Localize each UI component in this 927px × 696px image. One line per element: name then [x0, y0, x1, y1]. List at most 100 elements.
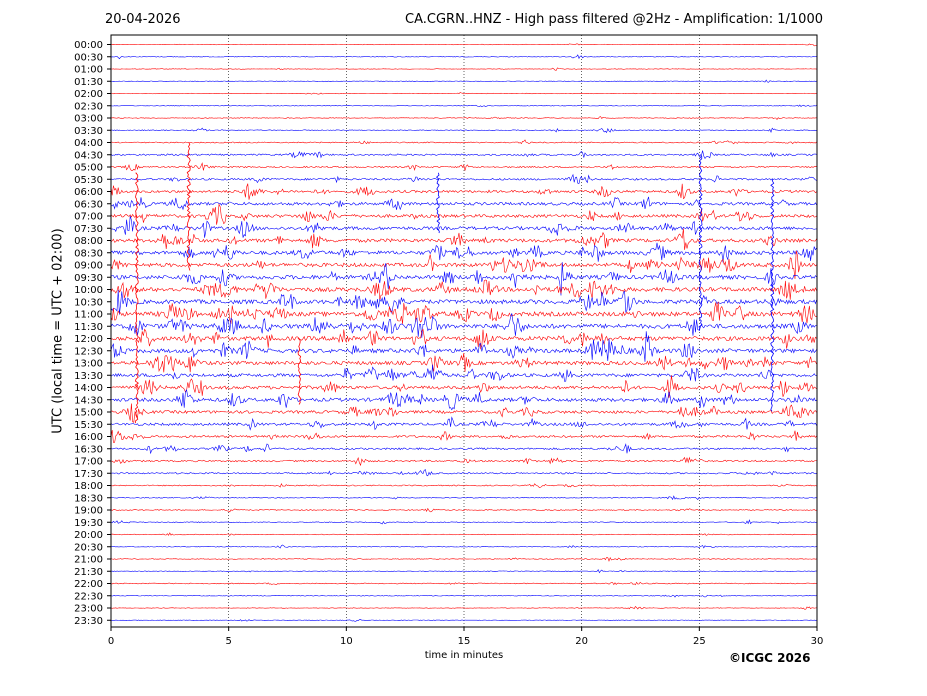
y-tick-label: 07:30 [74, 224, 103, 235]
y-tick-label: 15:30 [74, 420, 103, 431]
y-tick-label: 21:00 [74, 555, 103, 566]
trace-0030 [110, 54, 817, 60]
trace-0200 [110, 92, 817, 95]
trace-0700 [110, 203, 817, 225]
grid-lines [228, 35, 700, 627]
date-label: 20-04-2026 [105, 12, 181, 27]
trace-1900 [110, 507, 817, 513]
trace-0530 [110, 173, 817, 184]
y-tick-label: 03:00 [74, 114, 103, 125]
y-tick-label: 19:30 [74, 518, 103, 529]
traces-group [110, 43, 817, 622]
trace-1830 [110, 495, 817, 501]
y-tick-label: 18:00 [74, 481, 103, 492]
y-tick-label: 22:00 [74, 579, 103, 590]
trace-0600 [110, 183, 817, 200]
x-tick-label: 30 [811, 636, 824, 647]
trace-1230 [110, 331, 817, 362]
seismic-spike [770, 178, 775, 412]
trace-1500 [110, 403, 817, 423]
trace-0500 [110, 162, 817, 172]
x-ticks: 0 5 10 15 20 25 30 [108, 627, 824, 647]
trace-2200 [110, 581, 817, 586]
y-tick-label: 06:00 [74, 187, 103, 198]
trace-1330 [110, 364, 817, 382]
y-tick-label: 23:00 [74, 604, 103, 615]
y-tick-label: 02:30 [74, 101, 103, 112]
trace-0400 [110, 139, 817, 145]
trace-1000 [110, 279, 817, 301]
copyright-label: ©ICGC 2026 [729, 651, 811, 665]
x-axis-label: time in minutes [424, 650, 504, 661]
y-tick-label: 04:00 [74, 138, 103, 149]
trace-1930 [110, 519, 817, 525]
trace-2300 [110, 606, 817, 610]
y-tick-label: 09:30 [74, 273, 103, 284]
seismic-spike [297, 338, 302, 405]
y-tick-label: 17:30 [74, 469, 103, 480]
trace-2030 [110, 544, 817, 549]
trace-0930 [110, 262, 817, 296]
y-tick-label: 04:30 [74, 150, 103, 161]
seismic-spike [435, 172, 441, 234]
y-tick-label: 13:00 [74, 359, 103, 370]
trace-1430 [110, 388, 817, 411]
trace-1730 [110, 469, 817, 477]
y-tick-label: 12:00 [74, 334, 103, 345]
trace-1400 [110, 375, 817, 399]
y-tick-label: 15:00 [74, 408, 103, 419]
y-tick-label: 00:30 [74, 52, 103, 63]
trace-2100 [110, 556, 817, 562]
x-tick-label: 20 [575, 636, 588, 647]
y-tick-label: 13:30 [74, 371, 103, 382]
trace-1630 [110, 443, 817, 455]
y-tick-label: 16:30 [74, 444, 103, 455]
trace-1130 [110, 313, 817, 338]
trace-1300 [110, 352, 817, 373]
y-tick-label: 07:00 [74, 212, 103, 223]
y-tick-label: 11:30 [74, 322, 103, 333]
y-tick-label: 14:00 [74, 383, 103, 394]
trace-0130 [110, 79, 817, 83]
y-tick-label: 06:30 [74, 199, 103, 210]
x-tick-label: 0 [108, 636, 114, 647]
y-tick-label: 20:30 [74, 542, 103, 553]
y-tick-label: 03:30 [74, 126, 103, 137]
y-tick-label: 08:30 [74, 248, 103, 259]
chart-title: CA.CGRN..HNZ - High pass filtered @2Hz -… [405, 12, 823, 27]
y-tick-label: 01:00 [74, 65, 103, 76]
y-tick-label: 19:00 [74, 506, 103, 517]
y-tick-label: 10:00 [74, 285, 103, 296]
trace-0900 [110, 250, 817, 280]
y-tick-label: 05:30 [74, 175, 103, 186]
trace-1800 [110, 483, 817, 489]
trace-0330 [110, 127, 817, 134]
trace-0000 [110, 43, 817, 47]
y-tick-label: 18:30 [74, 493, 103, 504]
trace-1200 [110, 328, 817, 350]
trace-0230 [110, 104, 817, 108]
trace-0830 [110, 242, 817, 263]
trace-0430 [110, 150, 817, 160]
trace-2230 [110, 594, 817, 598]
trace-1700 [110, 456, 817, 467]
trace-2130 [110, 569, 817, 574]
y-tick-label: 16:00 [74, 432, 103, 443]
x-tick-label: 10 [340, 636, 353, 647]
y-tick-label: 20:00 [74, 530, 103, 541]
trace-1030 [110, 289, 817, 315]
trace-1530 [110, 416, 817, 431]
seismic-spike [698, 154, 703, 331]
y-tick-label: 21:30 [74, 567, 103, 578]
y-tick-label: 00:00 [74, 40, 103, 51]
x-tick-label: 5 [225, 636, 231, 647]
x-tick-label: 15 [458, 636, 471, 647]
y-tick-label: 14:30 [74, 395, 103, 406]
y-tick-label: 02:00 [74, 89, 103, 100]
y-tick-label: 11:00 [74, 310, 103, 321]
seismic-spike [186, 142, 191, 271]
y-tick-label: 05:00 [74, 163, 103, 174]
trace-0800 [110, 228, 817, 250]
trace-2330 [111, 619, 817, 622]
